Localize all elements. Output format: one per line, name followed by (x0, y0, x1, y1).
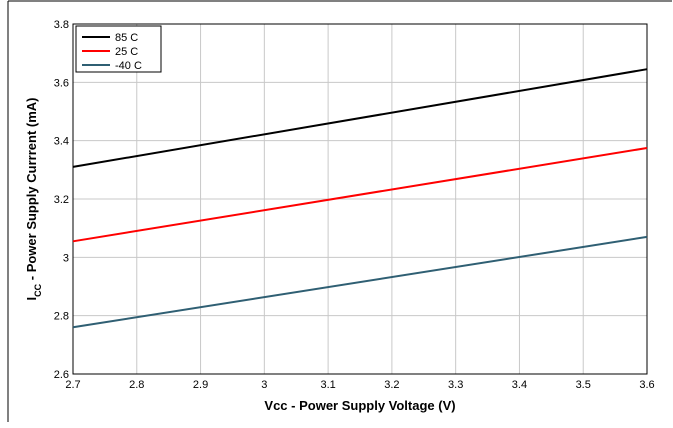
y-axis-title-rest: - Power Supply Currrent (mA) (24, 98, 39, 284)
y-tick-label: 3.2 (54, 194, 69, 206)
y-tick-label: 2.6 (54, 369, 69, 381)
y-axis-title-subscript: CC (33, 283, 43, 296)
x-axis-ticks: 2.7 2.8 2.9 3 3.1 3.2 3.3 3.4 3.5 3.6 (65, 379, 654, 391)
x-tick-label: 2.9 (193, 379, 208, 391)
legend-label: -40 C (115, 60, 142, 72)
series-line (72, 147, 648, 243)
y-axis-title: ICC - Power Supply Currrent (mA) (24, 98, 43, 301)
x-tick-label: 3.5 (576, 379, 591, 391)
series-layer (72, 68, 648, 329)
y-tick-label: 3.4 (54, 136, 69, 148)
legend-label: 85 C (115, 32, 138, 44)
plot-area (72, 23, 648, 375)
legend: 85 C 25 C -40 C (75, 25, 162, 73)
y-axis-title-main: I (24, 297, 39, 301)
y-axis-ticks: 2.6 2.8 3 3.2 3.4 3.6 3.8 (54, 19, 69, 381)
y-tick-label: 2.8 (54, 311, 69, 323)
x-tick-label: 3.4 (512, 379, 527, 391)
x-tick-label: 3.1 (320, 379, 335, 391)
series-line (72, 68, 648, 168)
x-tick-label: 3 (261, 379, 267, 391)
legend-label: 25 C (115, 46, 138, 58)
x-tick-label: 3.6 (639, 379, 654, 391)
x-tick-label: 3.3 (448, 379, 463, 391)
grid-lines (72, 23, 648, 375)
x-tick-label: 2.8 (129, 379, 144, 391)
x-tick-label: 3.2 (384, 379, 399, 391)
series-line (72, 235, 648, 329)
y-tick-label: 3 (63, 252, 69, 264)
x-axis-title: Vcc - Power Supply Voltage (V) (264, 398, 455, 413)
y-tick-label: 3.6 (54, 77, 69, 89)
y-tick-label: 3.8 (54, 19, 69, 31)
x-tick-label: 2.7 (65, 379, 80, 391)
